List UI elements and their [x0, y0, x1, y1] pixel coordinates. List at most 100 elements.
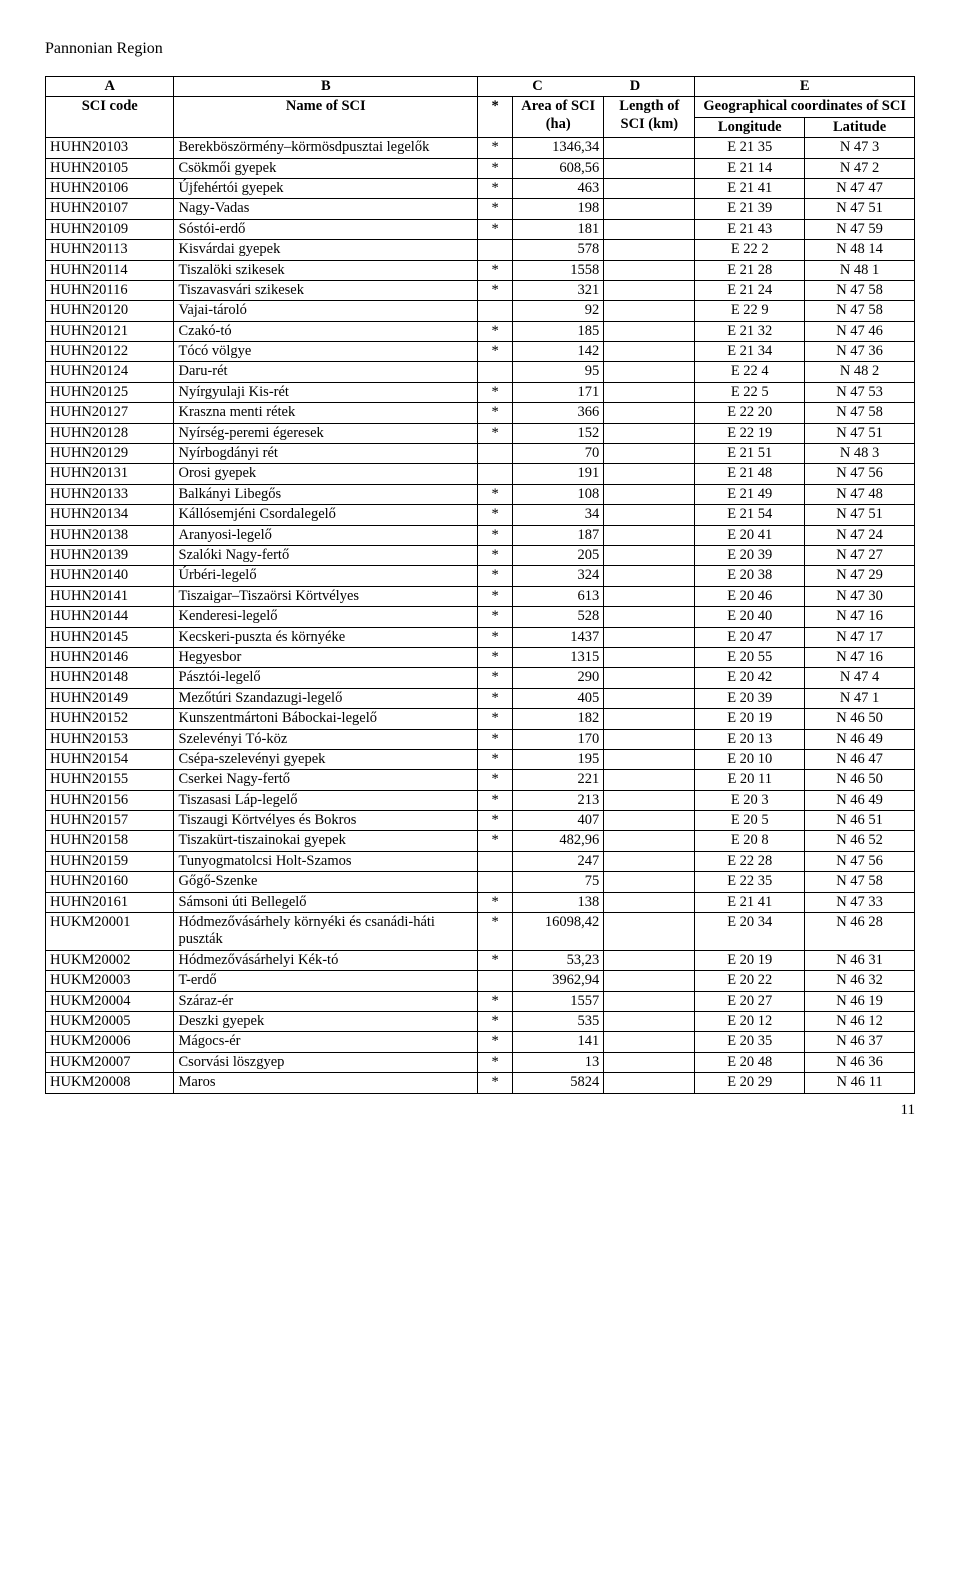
table-row: HUKM20004Száraz-ér*1557E 20 27N 46 19: [46, 991, 915, 1011]
cell-name: Tiszavasvári szikesek: [174, 280, 478, 300]
cell-length: [604, 586, 695, 606]
cell-star: [478, 851, 513, 871]
col-letter-e: E: [695, 77, 915, 97]
cell-code: HUHN20144: [46, 607, 174, 627]
cell-code: HUKM20004: [46, 991, 174, 1011]
th-geo: Geographical coordinates of SCI: [695, 97, 915, 117]
cell-star: *: [478, 770, 513, 790]
table-row: HUHN20157Tiszaugi Körtvélyes és Bokros*4…: [46, 811, 915, 831]
cell-name: Hódmezővásárhelyi Kék-tó: [174, 950, 478, 970]
cell-star: *: [478, 627, 513, 647]
cell-lat: N 47 58: [805, 280, 915, 300]
cell-name: Tiszasasi Láp-legelő: [174, 790, 478, 810]
cell-lat: N 48 14: [805, 240, 915, 260]
cell-code: HUHN20131: [46, 464, 174, 484]
cell-star: *: [478, 913, 513, 951]
cell-lat: N 47 51: [805, 199, 915, 219]
cell-length: [604, 484, 695, 504]
cell-name: Úrbéri-legelő: [174, 566, 478, 586]
cell-area: 170: [513, 729, 604, 749]
cell-area: 482,96: [513, 831, 604, 851]
cell-code: HUHN20128: [46, 423, 174, 443]
cell-area: 13: [513, 1052, 604, 1072]
cell-star: *: [478, 342, 513, 362]
cell-lat: N 47 58: [805, 872, 915, 892]
cell-length: [604, 892, 695, 912]
cell-code: HUHN20116: [46, 280, 174, 300]
table-row: HUHN20152Kunszentmártoni Bábockai-legelő…: [46, 709, 915, 729]
cell-name: Kenderesi-legelő: [174, 607, 478, 627]
cell-length: [604, 971, 695, 991]
cell-name: Kisvárdai gyepek: [174, 240, 478, 260]
cell-star: *: [478, 647, 513, 667]
table-row: HUHN20113Kisvárdai gyepek578E 22 2N 48 1…: [46, 240, 915, 260]
cell-area: 138: [513, 892, 604, 912]
cell-code: HUHN20109: [46, 219, 174, 239]
table-row: HUHN20127Kraszna menti rétek*366E 22 20N…: [46, 403, 915, 423]
cell-lon: E 20 47: [695, 627, 805, 647]
cell-area: 181: [513, 219, 604, 239]
table-row: HUHN20144Kenderesi-legelő*528E 20 40N 47…: [46, 607, 915, 627]
cell-name: Szalóki Nagy-fertő: [174, 545, 478, 565]
table-row: HUHN20155Cserkei Nagy-fertő*221E 20 11N …: [46, 770, 915, 790]
cell-star: *: [478, 484, 513, 504]
cell-length: [604, 382, 695, 402]
cell-lon: E 20 46: [695, 586, 805, 606]
cell-name: Cserkei Nagy-fertő: [174, 770, 478, 790]
cell-name: Csépa-szelevényi gyepek: [174, 749, 478, 769]
table-row: HUHN20133Balkányi Libegős*108E 21 49N 47…: [46, 484, 915, 504]
cell-lat: N 47 33: [805, 892, 915, 912]
cell-code: HUHN20153: [46, 729, 174, 749]
cell-lat: N 46 50: [805, 770, 915, 790]
table-row: HUHN20153Szelevényi Tó-köz*170E 20 13N 4…: [46, 729, 915, 749]
cell-lon: E 20 48: [695, 1052, 805, 1072]
header-row-1: SCI code Name of SCI * Area of SCI (ha) …: [46, 97, 915, 117]
cell-area: 1558: [513, 260, 604, 280]
table-row: HUHN20149Mezőtúri Szandazugi-legelő*405E…: [46, 688, 915, 708]
table-row: HUHN20109Sóstói-erdő*181E 21 43N 47 59: [46, 219, 915, 239]
table-row: HUHN20121Czakó-tó*185E 21 32N 47 46: [46, 321, 915, 341]
cell-length: [604, 260, 695, 280]
cell-area: 290: [513, 668, 604, 688]
cell-length: [604, 178, 695, 198]
cell-area: 34: [513, 505, 604, 525]
cell-name: Sóstói-erdő: [174, 219, 478, 239]
cell-name: Tiszalöki szikesek: [174, 260, 478, 280]
cell-area: 182: [513, 709, 604, 729]
cell-lat: N 47 58: [805, 301, 915, 321]
cell-lat: N 47 46: [805, 321, 915, 341]
cell-name: Daru-rét: [174, 362, 478, 382]
cell-lat: N 46 19: [805, 991, 915, 1011]
cell-name: Kállósemjéni Csordalegelő: [174, 505, 478, 525]
cell-lat: N 47 29: [805, 566, 915, 586]
cell-area: 613: [513, 586, 604, 606]
th-name: Name of SCI: [174, 97, 478, 138]
cell-lon: E 21 24: [695, 280, 805, 300]
cell-lon: E 20 29: [695, 1073, 805, 1093]
cell-star: *: [478, 423, 513, 443]
cell-lon: E 20 34: [695, 913, 805, 951]
cell-lon: E 20 3: [695, 790, 805, 810]
cell-name: Gőgő-Szenke: [174, 872, 478, 892]
cell-lon: E 20 8: [695, 831, 805, 851]
table-row: HUHN20145Kecskeri-puszta és környéke*143…: [46, 627, 915, 647]
cell-length: [604, 1073, 695, 1093]
cell-area: 321: [513, 280, 604, 300]
table-row: HUHN20139Szalóki Nagy-fertő*205E 20 39N …: [46, 545, 915, 565]
th-lat: Latitude: [805, 117, 915, 137]
cell-code: HUHN20121: [46, 321, 174, 341]
table-row: HUKM20002Hódmezővásárhelyi Kék-tó*53,23E…: [46, 950, 915, 970]
cell-star: [478, 362, 513, 382]
cell-star: *: [478, 950, 513, 970]
table-row: HUHN20114Tiszalöki szikesek*1558E 21 28N…: [46, 260, 915, 280]
table-row: HUHN20107Nagy-Vadas*198E 21 39N 47 51: [46, 199, 915, 219]
cell-code: HUHN20127: [46, 403, 174, 423]
cell-length: [604, 423, 695, 443]
cell-lon: E 21 14: [695, 158, 805, 178]
cell-lat: N 47 58: [805, 403, 915, 423]
cell-area: 92: [513, 301, 604, 321]
cell-lon: E 22 28: [695, 851, 805, 871]
cell-star: [478, 464, 513, 484]
table-row: HUHN20129Nyírbogdányi rét70E 21 51N 48 3: [46, 444, 915, 464]
cell-lat: N 46 11: [805, 1073, 915, 1093]
